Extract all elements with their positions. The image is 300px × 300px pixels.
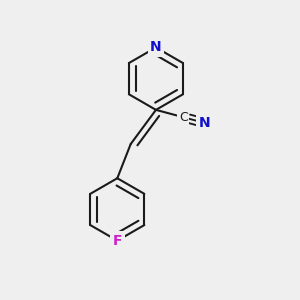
Text: N: N <box>150 40 162 55</box>
Text: F: F <box>112 234 122 248</box>
Text: N: N <box>199 116 211 130</box>
Text: C: C <box>179 111 188 124</box>
